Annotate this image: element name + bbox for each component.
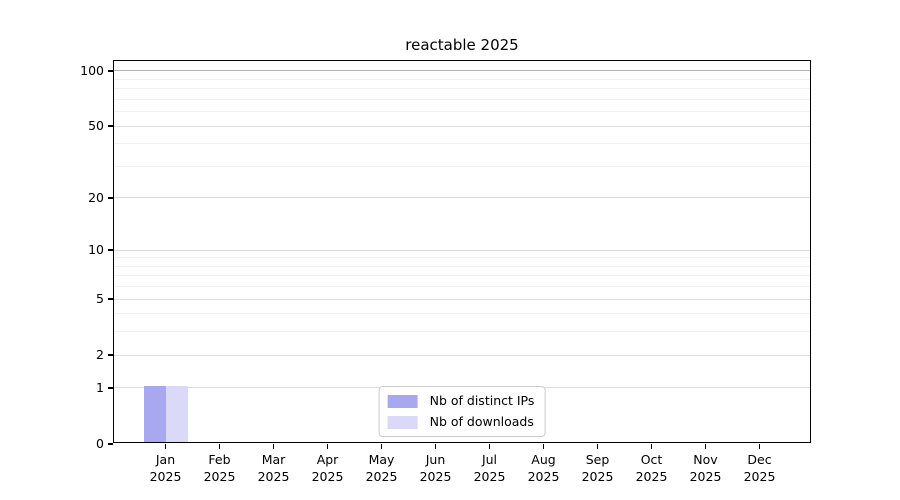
minor-gridline [114,143,810,145]
axes-layer: 0 1 2 5 10 20 50 100 Jan 2025 Feb 2025 Mar 2025 Apr… [80,61,810,484]
major-gridline [114,70,810,72]
y-tick-mark [107,249,113,251]
x-tick-label: Oct 2025 [635,452,668,484]
major-gridline [114,354,810,356]
x-tick-mark [488,444,491,449]
minor-gridline [114,98,810,100]
x-tick-mark [164,444,167,449]
minor-gridline [114,111,810,113]
legend: Nb of distinct IPs Nb of downloads [378,386,546,437]
bar-distinct-ips [143,385,166,442]
y-tick-label: 10 [88,242,104,258]
chart-title: reactable 2025 [405,36,519,54]
x-tick-label: Jan 2025 [149,452,182,484]
legend-label: Nb of downloads [429,414,534,429]
y-tick-label: 1 [96,379,104,395]
x-tick-mark [650,444,653,449]
minor-gridline [114,257,810,259]
y-tick-mark [107,197,113,199]
y-tick-mark [107,387,113,389]
legend-row: Nb of distinct IPs [387,393,535,409]
x-tick-label: Dec 2025 [743,452,776,484]
minor-gridline [114,313,810,315]
x-tick-label: Jul 2025 [473,452,506,484]
y-tick-mark [107,70,113,72]
x-tick-label: Jun 2025 [419,452,452,484]
y-tick-mark [107,443,113,445]
x-tick-mark [380,444,383,449]
major-gridline [114,197,810,199]
minor-gridline [114,88,810,90]
x-tick-label: Nov 2025 [689,452,722,484]
y-tick-label: 20 [88,189,104,205]
y-tick-mark [107,125,113,127]
x-tick-label: Apr 2025 [311,452,344,484]
legend-row: Nb of downloads [387,414,535,430]
x-tick-label: May 2025 [365,452,398,484]
legend-label: Nb of distinct IPs [429,393,535,408]
x-tick-mark [434,444,437,449]
legend-swatch [387,415,418,429]
x-tick-label: Mar 2025 [257,452,290,484]
x-tick-mark [542,444,545,449]
y-tick-label: 100 [80,62,104,78]
y-tick-mark [107,354,113,356]
plot-area: 0 1 2 5 10 20 50 100 Jan 2025 Feb 2025 Mar 2025 Apr… [80,60,811,484]
x-tick-mark [326,444,329,449]
major-gridline [114,125,810,127]
major-gridline [114,249,810,251]
x-tick-mark [218,444,221,449]
bar-downloads [165,385,188,442]
major-gridline [114,298,810,300]
x-tick-label: Sep 2025 [581,452,614,484]
x-tick-mark [758,444,761,449]
y-tick-label: 0 [96,436,104,451]
x-tick-mark [596,444,599,449]
y-tick-mark [107,298,113,300]
minor-gridline [114,275,810,277]
y-tick-label: 5 [96,291,104,307]
bars-layer [114,61,810,442]
x-tick-label: Feb 2025 [203,452,236,484]
minor-gridline [114,265,810,267]
x-tick-label: Aug 2025 [527,452,560,484]
x-tick-mark [272,444,275,449]
minor-gridline [114,331,810,333]
y-tick-label: 50 [88,118,104,134]
minor-gridline [114,286,810,288]
minor-gridline [114,165,810,167]
x-tick-mark [704,444,707,449]
minor-gridline [114,78,810,80]
y-tick-label: 2 [96,347,104,363]
legend-swatch [387,394,418,408]
